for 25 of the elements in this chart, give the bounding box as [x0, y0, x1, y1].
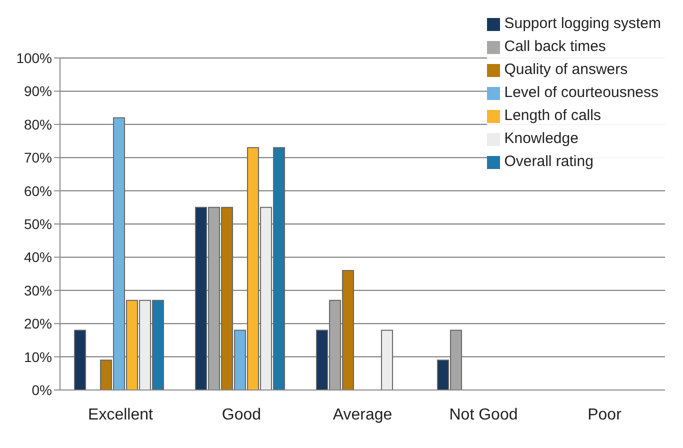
x-tick-label: Not Good	[449, 406, 518, 424]
y-tick-label: 70%	[24, 150, 52, 166]
x-tick-label: Excellent	[88, 406, 154, 424]
bar	[74, 330, 86, 390]
y-tick-label: 60%	[24, 182, 52, 199]
y-tick-label: 40%	[24, 249, 52, 266]
x-tick-label: Average	[332, 406, 392, 424]
x-tick-label: Poor	[588, 406, 622, 424]
legend-label: Overall rating	[504, 153, 594, 170]
legend-label: Length of calls	[504, 107, 601, 124]
y-tick-label: 80%	[24, 116, 52, 132]
legend-label: Support logging system	[504, 15, 661, 32]
legend-label: Level of courteousness	[504, 84, 658, 101]
y-tick-label: 10%	[24, 348, 52, 365]
bar	[381, 330, 394, 390]
y-tick-label: 90%	[24, 83, 52, 100]
y-tick-label: 30%	[24, 282, 52, 298]
y-tick-label: 50%	[24, 216, 52, 232]
x-tick-label: Good	[222, 406, 262, 424]
legend-label: Quality of answers	[504, 61, 628, 78]
y-tick-label: 100%	[16, 50, 52, 66]
legend-label: Call back times	[504, 38, 606, 55]
legend-label: Knowledge	[504, 130, 578, 147]
y-tick-label: 20%	[24, 316, 52, 332]
y-tick-label: 0%	[32, 382, 52, 398]
